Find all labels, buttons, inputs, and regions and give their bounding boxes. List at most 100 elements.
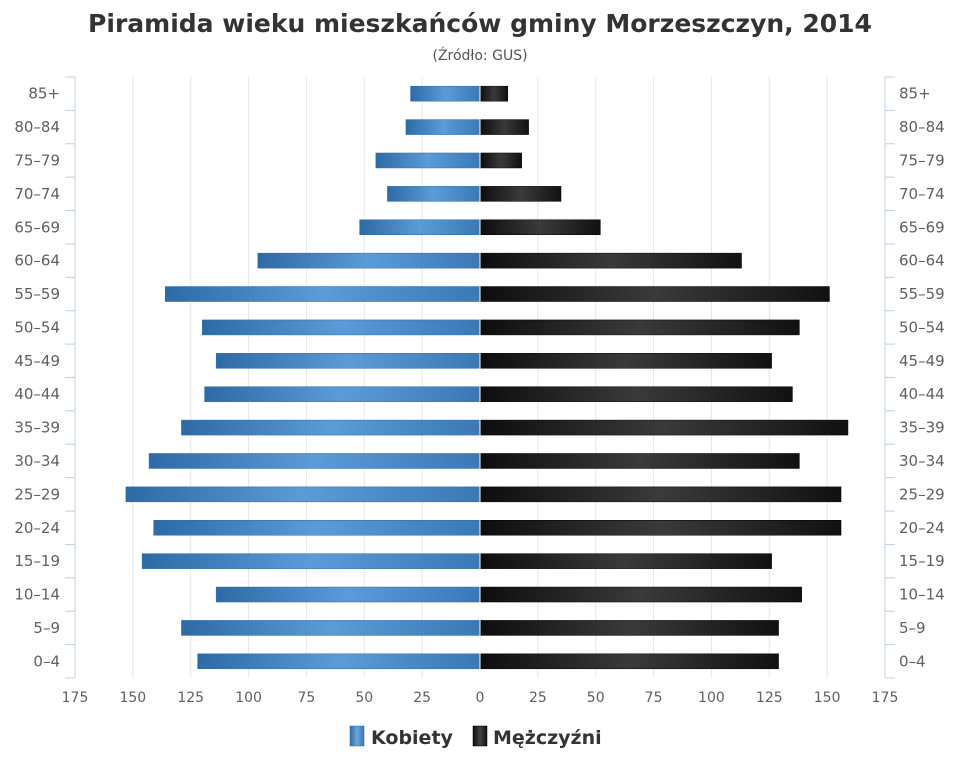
category-label-right: 80–84 <box>899 118 945 136</box>
x-tick-label: 50 <box>587 690 605 706</box>
bar-kobiety-35-39[interactable] <box>181 419 481 436</box>
bar-kobiety-20-24[interactable] <box>153 520 481 536</box>
category-label-right: 15–19 <box>899 552 945 570</box>
bar-mezczyzni-75-79[interactable] <box>479 152 522 169</box>
grid-lines <box>132 77 828 678</box>
category-label-left: 80–84 <box>14 118 60 136</box>
legend-label-mezczyzni: Mężczyźni <box>493 727 602 749</box>
category-label-right: 10–14 <box>899 586 945 604</box>
bar-mezczyzni-80-84[interactable] <box>479 119 529 135</box>
category-label-right: 40–44 <box>899 385 945 403</box>
category-label-right: 30–34 <box>899 452 945 470</box>
bar-kobiety-30-34[interactable] <box>148 453 481 469</box>
legend-swatch-mezczyzni <box>472 725 488 747</box>
bar-mezczyzni-30-34[interactable] <box>479 453 800 469</box>
category-label-right: 35–39 <box>899 419 945 437</box>
category-label-left: 50–54 <box>14 318 60 336</box>
bar-mezczyzni-20-24[interactable] <box>479 520 842 536</box>
bar-mezczyzni-0-4[interactable] <box>479 653 779 670</box>
category-label-right: 85+ <box>899 85 931 103</box>
chart-subtitle: (Źródło: GUS) <box>432 46 527 64</box>
x-tick-label: 50 <box>355 690 373 706</box>
x-tick-label: 25 <box>413 690 431 706</box>
x-tick-label: 175 <box>872 690 899 706</box>
category-label-left: 10–14 <box>14 586 60 604</box>
x-tick-label: 100 <box>698 690 725 706</box>
bar-kobiety-15-19[interactable] <box>141 553 481 569</box>
bar-kobiety-60-64[interactable] <box>257 252 481 269</box>
category-label-left: 75–79 <box>14 151 60 169</box>
category-label-right: 25–29 <box>899 485 945 503</box>
x-tick-label: 100 <box>235 690 262 706</box>
category-label-right: 55–59 <box>899 285 945 303</box>
bar-mezczyzni-5-9[interactable] <box>479 620 779 636</box>
bar-mezczyzni-65-69[interactable] <box>479 219 601 235</box>
category-labels: 85+ 85+ 80–84 80–84 75–79 75–79 70–74 70–74 65–6… <box>14 85 944 671</box>
bar-kobiety-25-29[interactable] <box>125 486 481 503</box>
x-tick-label: 125 <box>756 690 783 706</box>
bar-mezczyzni-60-64[interactable] <box>479 252 742 269</box>
bar-mezczyzni-55-59[interactable] <box>479 286 830 302</box>
bars <box>125 77 849 678</box>
category-label-left: 60–64 <box>14 252 60 270</box>
x-tick-labels: 175 150 125 100 75 50 25 0 25 50 75 100 125 150 175 <box>62 690 899 706</box>
category-label-right: 0–4 <box>899 652 926 670</box>
x-tick-label: 75 <box>298 690 316 706</box>
category-label-right: 70–74 <box>899 185 945 203</box>
bar-kobiety-10-14[interactable] <box>215 586 481 603</box>
category-label-left: 15–19 <box>14 552 60 570</box>
category-label-left: 35–39 <box>14 419 60 437</box>
legend-item-mezczyzni[interactable]: Mężczyźni <box>472 725 602 749</box>
category-label-left: 45–49 <box>14 352 60 370</box>
bar-kobiety-70-74[interactable] <box>387 186 481 202</box>
bar-kobiety-55-59[interactable] <box>165 286 481 302</box>
category-label-right: 50–54 <box>899 318 945 336</box>
category-label-right: 60–64 <box>899 252 945 270</box>
category-label-right: 45–49 <box>899 352 945 370</box>
category-label-left: 0–4 <box>33 652 60 670</box>
category-label-left: 20–24 <box>14 519 60 537</box>
bar-kobiety-80-84[interactable] <box>405 119 481 135</box>
bar-kobiety-50-54[interactable] <box>202 319 481 336</box>
category-label-left: 55–59 <box>14 285 60 303</box>
category-label-right: 20–24 <box>899 519 945 537</box>
chart-title: Piramida wieku mieszkańców gminy Morzesz… <box>88 9 872 38</box>
bar-kobiety-85plus[interactable] <box>410 85 481 102</box>
bar-kobiety-65-69[interactable] <box>359 219 481 235</box>
bar-mezczyzni-50-54[interactable] <box>479 319 800 336</box>
x-tick-label: 150 <box>814 690 841 706</box>
category-label-left: 40–44 <box>14 385 60 403</box>
bar-mezczyzni-40-44[interactable] <box>479 386 793 402</box>
category-label-left: 65–69 <box>14 218 60 236</box>
bar-kobiety-45-49[interactable] <box>215 353 481 369</box>
category-label-left: 5–9 <box>33 619 60 637</box>
legend: Kobiety Mężczyźni <box>349 725 602 749</box>
bar-mezczyzni-70-74[interactable] <box>479 186 562 202</box>
legend-swatch-kobiety <box>349 725 365 747</box>
bar-mezczyzni-85plus[interactable] <box>479 85 509 102</box>
x-tick-label: 0 <box>476 690 485 706</box>
legend-item-kobiety[interactable]: Kobiety <box>349 725 454 749</box>
category-label-right: 5–9 <box>899 619 926 637</box>
bar-kobiety-0-4[interactable] <box>197 653 481 670</box>
category-label-right: 65–69 <box>899 218 945 236</box>
category-label-left: 30–34 <box>14 452 60 470</box>
bar-mezczyzni-25-29[interactable] <box>479 486 842 503</box>
category-label-left: 25–29 <box>14 485 60 503</box>
x-tick-label: 150 <box>119 690 146 706</box>
x-tick-label: 175 <box>62 690 89 706</box>
axes <box>65 76 895 679</box>
bar-mezczyzni-15-19[interactable] <box>479 553 772 569</box>
category-label-left: 85+ <box>28 85 60 103</box>
category-label-right: 75–79 <box>899 151 945 169</box>
x-tick-label: 125 <box>177 690 204 706</box>
bar-kobiety-40-44[interactable] <box>204 386 481 402</box>
bar-mezczyzni-35-39[interactable] <box>479 419 849 436</box>
category-label-left: 70–74 <box>14 185 60 203</box>
x-tick-label: 25 <box>529 690 547 706</box>
bar-kobiety-5-9[interactable] <box>181 620 481 636</box>
bar-mezczyzni-10-14[interactable] <box>479 586 802 603</box>
bar-kobiety-75-79[interactable] <box>375 152 481 169</box>
bar-mezczyzni-45-49[interactable] <box>479 353 772 369</box>
